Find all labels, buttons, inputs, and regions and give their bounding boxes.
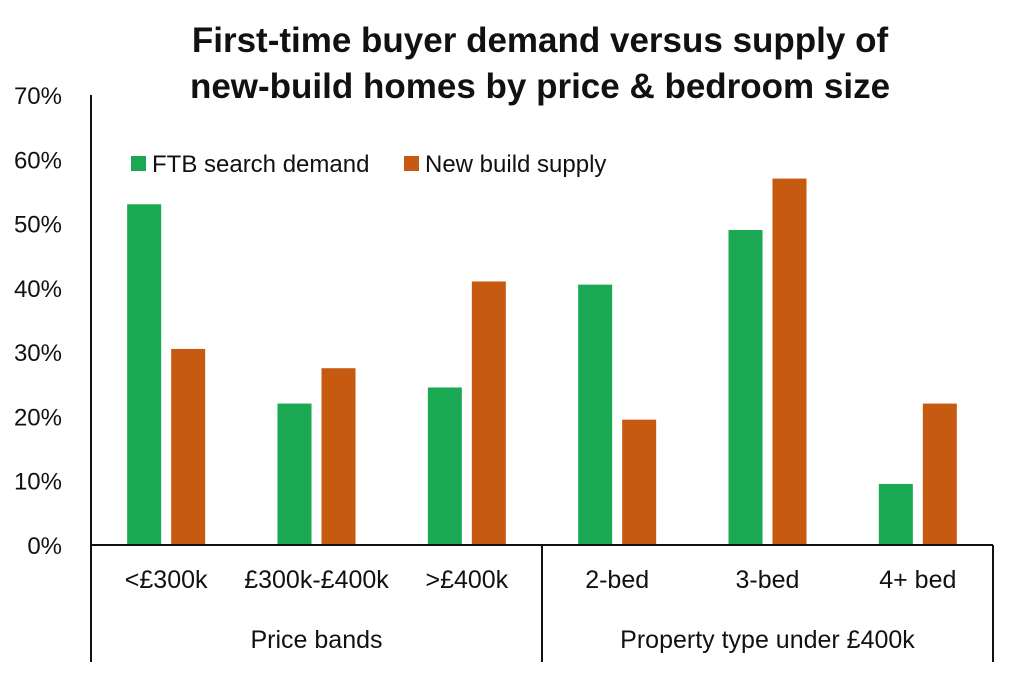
legend-swatch-demand	[131, 156, 146, 171]
bar-demand	[277, 403, 312, 545]
bar-supply	[171, 348, 206, 545]
bar-supply	[471, 281, 506, 545]
bar-demand	[427, 387, 462, 545]
chart-title-line-2: new-build homes by price & bedroom size	[190, 67, 890, 106]
y-tick-label: 10%	[14, 469, 62, 496]
group-label: Price bands	[250, 626, 382, 654]
bar-supply	[772, 178, 807, 546]
category-label: £300k-£400k	[244, 566, 389, 594]
y-tick-label: 60%	[14, 147, 62, 174]
y-tick-label: 0%	[27, 533, 62, 560]
legend-label-demand: FTB search demand	[152, 151, 369, 178]
category-labels: <£300k £300k-£400k >£400k 2-bed 3-bed 4+ bed	[125, 566, 957, 594]
bar-supply	[321, 368, 356, 545]
y-tick-label: 40%	[14, 276, 62, 303]
y-axis-ticks: 0% 10% 20% 30% 40% 50% 60% 70%	[14, 83, 62, 560]
bar-demand	[728, 230, 763, 545]
bar-demand	[578, 284, 613, 545]
legend: FTB search demand New build supply	[131, 151, 606, 178]
bars	[127, 178, 957, 546]
legend-label-supply: New build supply	[425, 151, 606, 178]
chart-title-line-1: First-time buyer demand versus supply of	[192, 21, 889, 60]
category-label: 3-bed	[736, 566, 800, 594]
bar-demand	[878, 483, 913, 545]
legend-swatch-supply	[404, 156, 419, 171]
category-label: <£300k	[125, 566, 208, 594]
bar-demand	[127, 204, 162, 546]
y-tick-label: 20%	[14, 404, 62, 431]
bar-supply	[922, 403, 957, 545]
group-label: Property type under £400k	[620, 626, 915, 654]
category-label: 2-bed	[585, 566, 649, 594]
y-tick-label: 50%	[14, 212, 62, 239]
category-label: 4+ bed	[879, 566, 956, 594]
y-tick-label: 30%	[14, 340, 62, 367]
category-label: >£400k	[425, 566, 508, 594]
group-labels: Price bands Property type under £400k	[250, 626, 915, 654]
y-tick-label: 70%	[14, 83, 62, 110]
bar-supply	[622, 419, 657, 545]
axes	[90, 95, 994, 662]
